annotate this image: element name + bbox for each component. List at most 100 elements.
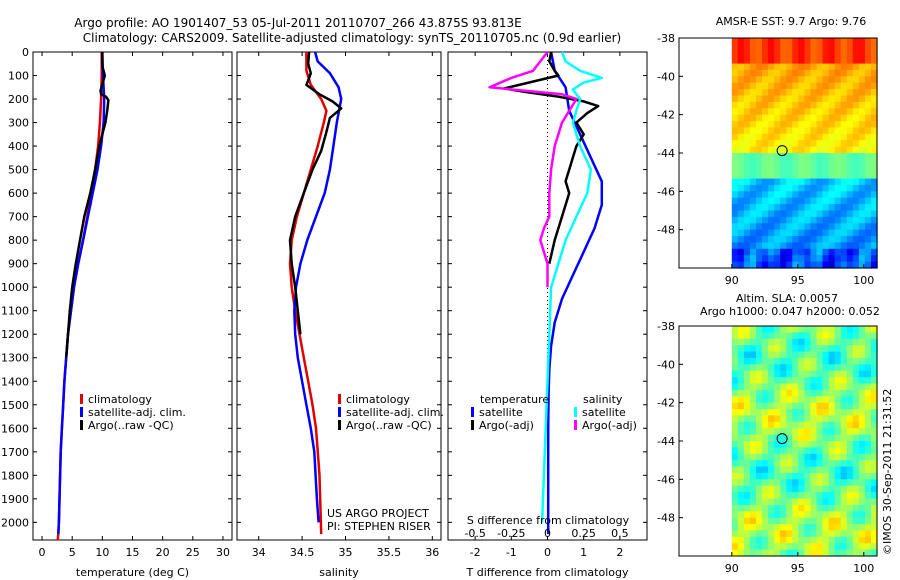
sst_map-cell xyxy=(864,197,872,205)
sla_map-cell xyxy=(816,447,824,455)
sst_map-cell xyxy=(780,140,787,148)
sla_map-cell xyxy=(798,434,805,442)
sla_map-ytick-label: -38 xyxy=(657,320,675,333)
sla_map-ytick-label: -42 xyxy=(657,397,675,410)
diff-x2tick-label: 0 xyxy=(544,527,551,540)
sst_map-cell xyxy=(852,127,860,135)
sst_map-cell xyxy=(864,165,872,173)
sla_map-cell xyxy=(743,517,751,525)
sla_map-cell xyxy=(768,415,775,423)
sst_map-cell xyxy=(864,69,872,77)
sst_map-cell xyxy=(737,172,745,180)
sla_map-argo-marker xyxy=(776,433,788,445)
sst_map-cell xyxy=(822,89,830,97)
sst_map-cell xyxy=(798,216,805,224)
sst_map-cell xyxy=(834,165,842,173)
sla_map-cell xyxy=(846,421,854,429)
sst_map-cell xyxy=(737,236,745,244)
sla_map-cell xyxy=(810,409,818,417)
sla_map-cell xyxy=(731,530,739,538)
sst_map-cell xyxy=(852,216,860,224)
sst_map-cell xyxy=(768,82,775,90)
sla_map-cell xyxy=(804,485,812,493)
sla_map-cell xyxy=(798,530,805,538)
sst_map-cell xyxy=(804,101,812,109)
sst_map-cell xyxy=(780,172,787,180)
sla_map-cell xyxy=(846,466,854,474)
sla_map-cell xyxy=(774,409,781,417)
sla_map-cell xyxy=(798,517,805,525)
sst_map-cell xyxy=(731,57,739,65)
sla_map-cell xyxy=(816,536,824,544)
sla_map-cell xyxy=(852,428,860,436)
sla_map-cell xyxy=(834,338,842,346)
sla_map-cell xyxy=(828,326,836,333)
sla_map-cell xyxy=(756,485,763,493)
sla_map-cell xyxy=(749,460,757,468)
sla_map-cell xyxy=(731,524,739,532)
sst_map-cell xyxy=(743,242,751,250)
temperature-ytick-label: 1800 xyxy=(1,469,29,482)
sla_map-cell xyxy=(749,524,757,532)
sla_map-cell xyxy=(731,351,739,359)
sst_map-cell xyxy=(762,133,769,141)
sst_map-cell xyxy=(846,140,854,148)
sla_map-cell xyxy=(858,345,866,353)
sst_map-cell xyxy=(756,165,763,173)
sla_map-cell xyxy=(786,332,793,340)
sla_map-cell xyxy=(846,402,854,410)
sla_map-cell xyxy=(834,396,842,404)
sla_map-cell xyxy=(737,345,745,353)
sst_map-cell xyxy=(852,197,860,205)
sst_map-cell xyxy=(846,229,854,237)
sla_map-cell xyxy=(798,421,805,429)
sla_map-cell xyxy=(792,389,799,397)
sst_map-cell xyxy=(743,108,751,116)
sla_map-cell xyxy=(762,332,769,340)
sst_map-cell xyxy=(756,229,763,237)
sst_map-cell xyxy=(768,197,775,205)
sst_map-cell xyxy=(858,165,866,173)
sla_map-cell xyxy=(743,409,751,417)
sst_map-cell xyxy=(743,204,751,212)
sst_map-cell xyxy=(743,197,751,205)
sst_map-cell xyxy=(768,184,775,192)
sla_map-cell xyxy=(780,543,787,551)
sla_map-cell xyxy=(792,326,799,333)
sla_map-cell xyxy=(810,370,818,378)
sst_map-cell xyxy=(858,133,866,141)
sla_map-cell xyxy=(822,447,830,455)
temperature-xtick-label: 30 xyxy=(216,546,230,559)
sla_map-cell xyxy=(743,466,751,474)
sst_map-cell xyxy=(780,114,787,122)
sla_map-cell xyxy=(846,504,854,512)
sla_map-cell xyxy=(792,396,799,404)
sst_map-cell xyxy=(731,210,739,218)
sla_map-cell xyxy=(810,453,818,461)
sla_map-cell xyxy=(798,357,805,365)
sst_map-cell xyxy=(798,204,805,212)
temp-legend-label: Argo(..raw -QC) xyxy=(88,419,174,432)
sla_map-cell xyxy=(840,364,848,372)
sst_map-cell xyxy=(774,101,781,109)
sst_map-cell xyxy=(858,242,866,250)
sla_map-cell xyxy=(768,460,775,468)
sla_map-cell xyxy=(786,460,793,468)
sla_map-cell xyxy=(810,364,818,372)
sst_map-cell xyxy=(816,121,824,129)
sla_map-cell xyxy=(840,409,848,417)
sst_map-cell xyxy=(749,223,757,231)
sst_map-cell xyxy=(816,44,824,52)
sst_map-cell xyxy=(816,197,824,205)
sla_map-cell xyxy=(828,485,836,493)
sst_map-cell xyxy=(804,57,812,65)
sst_map-cell xyxy=(786,127,793,135)
sst_map-cell xyxy=(834,191,842,199)
sst_map-cell xyxy=(786,178,793,186)
sla_map-cell xyxy=(828,351,836,359)
sst_map-cell xyxy=(871,216,878,224)
temperature-xtick-label: 25 xyxy=(186,546,200,559)
sla_map-cell xyxy=(749,536,757,544)
sst_map-cell xyxy=(731,242,739,250)
sst_map-cell xyxy=(804,127,812,135)
